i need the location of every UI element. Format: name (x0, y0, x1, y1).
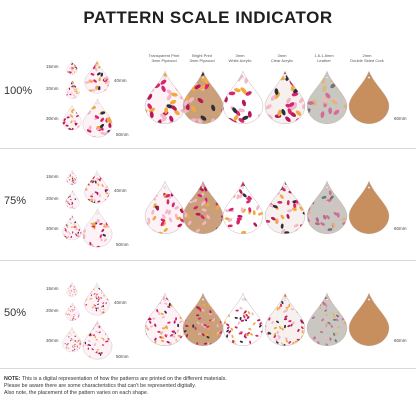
teardrop-wood (182, 292, 224, 346)
header-white-acrylic: 3mm White Acrylic (216, 53, 264, 63)
teardrop-print (82, 320, 113, 360)
header-clear-acrylic: 3mm Clear Acrylic (258, 53, 306, 63)
teardrop-print (82, 208, 113, 248)
header-line1: 3mm (235, 53, 245, 58)
teardrop-acrylic (222, 180, 264, 234)
size-label-40mm: 40mm (114, 188, 127, 193)
teardrop-print (144, 70, 186, 124)
scale-label: 75% (4, 195, 27, 207)
header-line1: 1.6-1.8mm (314, 53, 334, 58)
note-label: NOTE: (4, 376, 21, 382)
header-bright-plywood: Bright Print 3mm Plywood (178, 53, 226, 63)
teardrop-print (62, 214, 82, 241)
teardrop-wood (182, 70, 224, 124)
dimension-label-60mm: 60mm (394, 338, 407, 343)
dimension-label-60mm: 60mm (394, 226, 407, 231)
header-line2: Double Sided Cork (350, 58, 384, 63)
header-cork: 2mm Double Sided Cork (343, 53, 391, 63)
teardrop-cork (348, 292, 390, 346)
scale-label: 50% (4, 307, 27, 319)
teardrop-print (66, 60, 78, 75)
teardrop-wood (182, 180, 224, 234)
teardrop-acrylic (222, 70, 264, 124)
teardrop-print (65, 190, 80, 209)
size-label-50mm: 50mm (116, 354, 129, 359)
teardrop-leather (306, 70, 348, 124)
size-label-30mm: 30mm (46, 226, 59, 231)
row-divider (0, 368, 416, 369)
header-line1: 3mm (277, 53, 287, 58)
teardrop-clear (264, 292, 306, 346)
size-label-40mm: 40mm (114, 300, 127, 305)
row-divider (0, 260, 416, 261)
row-divider (0, 148, 416, 149)
header-leather: 1.6-1.8mm Leather (300, 53, 348, 63)
teardrop-print (62, 326, 82, 353)
teardrop-print (84, 60, 110, 94)
size-label-40mm: 40mm (114, 78, 127, 83)
teardrop-print (144, 292, 186, 346)
scale-label: 100% (4, 85, 33, 97)
size-label-50mm: 50mm (116, 242, 129, 247)
teardrop-print (82, 98, 113, 138)
header-line1: 2mm (362, 53, 372, 58)
size-label-15mm: 15mm (46, 64, 59, 69)
teardrop-print (144, 180, 186, 234)
note-line3: Also note, the placement of the pattern … (4, 390, 149, 396)
header-line2: Clear Acrylic (270, 58, 294, 63)
size-label-15mm: 15mm (46, 286, 59, 291)
header-line2: 3mm Plywood (189, 58, 215, 63)
header-transparent-plywood: Transparent Print 3mm Plywood (140, 53, 188, 63)
teardrop-print (65, 302, 80, 321)
size-label-15mm: 15mm (46, 174, 59, 179)
teardrop-print (84, 170, 110, 204)
dimension-label-60mm: 60mm (394, 116, 407, 121)
note-line2: Please be aware there are some character… (4, 383, 196, 389)
header-line2: 3mm Plywood (151, 58, 177, 63)
teardrop-clear (264, 70, 306, 124)
note-line1: This is a digital representation of how … (20, 376, 227, 382)
header-line1: Transparent Print (148, 53, 180, 58)
teardrop-clear (264, 180, 306, 234)
teardrop-cork (348, 70, 390, 124)
teardrop-print (66, 282, 78, 297)
teardrop-print (62, 104, 82, 131)
teardrop-leather (306, 180, 348, 234)
teardrop-cork (348, 180, 390, 234)
header-line1: Bright Print (192, 53, 212, 58)
teardrop-leather (306, 292, 348, 346)
size-label-50mm: 50mm (116, 132, 129, 137)
teardrop-print (65, 80, 80, 99)
size-label-20mm: 20mm (46, 86, 59, 91)
teardrop-print (84, 282, 110, 316)
disclaimer-note: NOTE: This is a digital representation o… (4, 376, 412, 397)
header-line2: Leather (317, 58, 331, 63)
size-label-30mm: 30mm (46, 116, 59, 121)
teardrop-acrylic (222, 292, 264, 346)
teardrop-print (66, 170, 78, 185)
size-label-20mm: 20mm (46, 308, 59, 313)
size-label-20mm: 20mm (46, 196, 59, 201)
size-label-30mm: 30mm (46, 338, 59, 343)
page-title: PATTERN SCALE INDICATOR (83, 8, 333, 27)
header-line2: White Acrylic (228, 58, 252, 63)
